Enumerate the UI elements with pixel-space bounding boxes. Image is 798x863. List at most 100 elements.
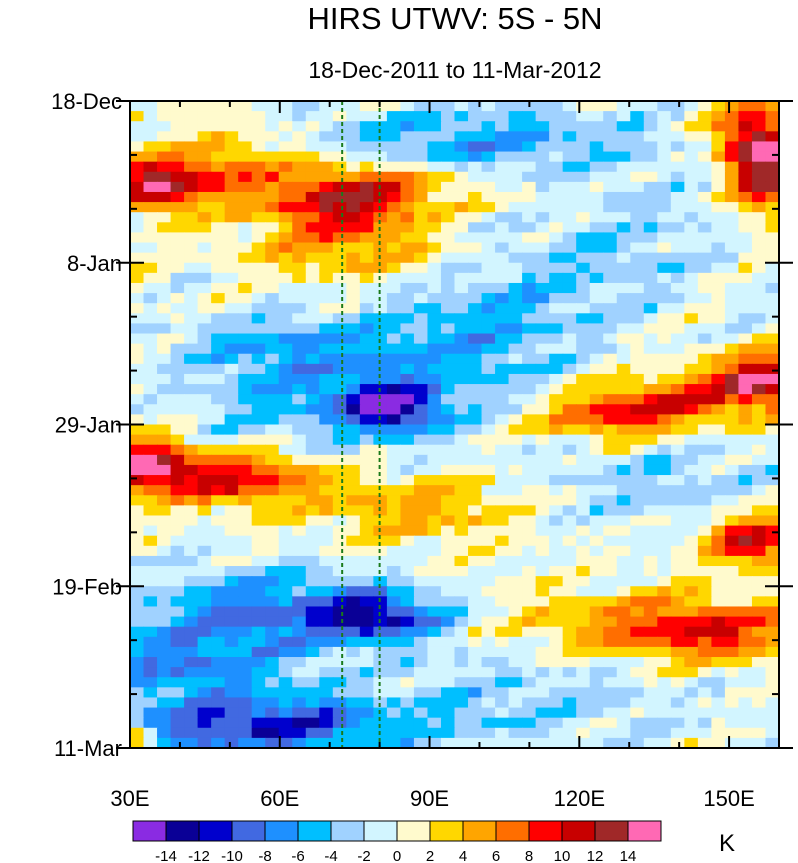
field-cell (143, 293, 158, 304)
field-cell (576, 464, 591, 476)
field-cell (211, 515, 226, 527)
field-cell (224, 131, 239, 143)
field-cell (468, 454, 483, 466)
field-cell (143, 222, 158, 234)
field-cell (251, 485, 266, 496)
field-cell (549, 373, 564, 385)
field-cell (265, 151, 280, 163)
field-cell (251, 707, 266, 719)
field-cell (576, 626, 591, 638)
field-cell (332, 171, 347, 183)
field-cell (711, 636, 726, 648)
field-cell (251, 646, 266, 658)
field-cell (170, 576, 185, 587)
field-cell (535, 181, 550, 193)
field-cell (454, 101, 469, 112)
field-cell (495, 303, 510, 314)
field-cell (657, 697, 672, 709)
field-cell (332, 161, 347, 173)
field-cell (522, 434, 537, 446)
field-cell (468, 343, 483, 355)
field-cell (400, 707, 415, 719)
field-cell (481, 101, 496, 112)
field-cell (630, 171, 645, 183)
field-cell (508, 566, 523, 577)
field-cell (765, 222, 780, 234)
field-cell (522, 687, 537, 699)
field-cell (184, 485, 199, 496)
field-cell (508, 101, 523, 112)
field-cell (454, 485, 469, 496)
field-cell (346, 171, 361, 183)
field-cell (684, 707, 699, 719)
field-cell (751, 161, 767, 173)
field-cell (184, 464, 199, 476)
field-cell (359, 576, 374, 587)
field-cell (481, 697, 496, 709)
field-cell (157, 606, 172, 618)
field-cell (238, 171, 253, 183)
field-cell (643, 626, 658, 638)
field-cell (251, 616, 266, 628)
field-cell (508, 293, 523, 304)
field-cell (724, 646, 740, 658)
field-cell (346, 424, 361, 436)
field-cell (278, 606, 293, 618)
field-cell (576, 454, 591, 466)
field-cell (738, 505, 753, 517)
field-cell (265, 373, 280, 385)
field-cell (562, 677, 577, 688)
field-cell (238, 687, 253, 699)
field-cell (535, 161, 550, 173)
field-cell (616, 555, 631, 567)
field-cell (224, 414, 239, 426)
field-cell (413, 454, 429, 466)
field-cell (332, 444, 347, 456)
field-cell (684, 333, 699, 345)
field-cell (413, 384, 429, 395)
field-cell (724, 707, 740, 719)
field-cell (305, 171, 320, 183)
y-tick-label: 19-Feb (52, 574, 122, 599)
field-cell (400, 252, 415, 264)
field-cell (765, 525, 780, 537)
field-cell (278, 343, 293, 355)
field-cell (265, 677, 280, 688)
field-cell (319, 434, 334, 446)
field-cell (765, 121, 780, 132)
field-cell (765, 657, 780, 668)
field-cell (751, 282, 767, 294)
field-cell (251, 363, 266, 375)
field-cell (711, 202, 726, 213)
field-cell (413, 657, 429, 668)
field-cell (616, 353, 631, 365)
field-cell (440, 475, 456, 486)
field-cell (224, 151, 239, 163)
field-cell (319, 394, 334, 405)
field-cell (751, 232, 767, 244)
field-cell (184, 181, 199, 193)
field-cell (562, 707, 577, 719)
field-cell (643, 161, 658, 173)
field-cell (170, 475, 185, 486)
field-cell (751, 222, 767, 234)
field-cell (251, 262, 266, 274)
field-cell (251, 212, 266, 223)
field-cell (657, 121, 672, 132)
field-cell (400, 424, 415, 436)
field-cell (440, 363, 456, 375)
field-cell (184, 282, 199, 294)
field-cell (359, 454, 374, 466)
field-cell (616, 495, 631, 506)
colorbar-unit-label: K (719, 830, 735, 857)
field-cell (184, 434, 199, 446)
field-cell (386, 596, 402, 608)
field-cell (170, 535, 185, 547)
field-cell (603, 586, 618, 597)
field-cell (535, 555, 550, 567)
field-cell (697, 414, 712, 426)
field-cell (265, 343, 280, 355)
field-cell (373, 262, 388, 274)
field-cell (508, 202, 523, 213)
field-cell (440, 566, 456, 577)
